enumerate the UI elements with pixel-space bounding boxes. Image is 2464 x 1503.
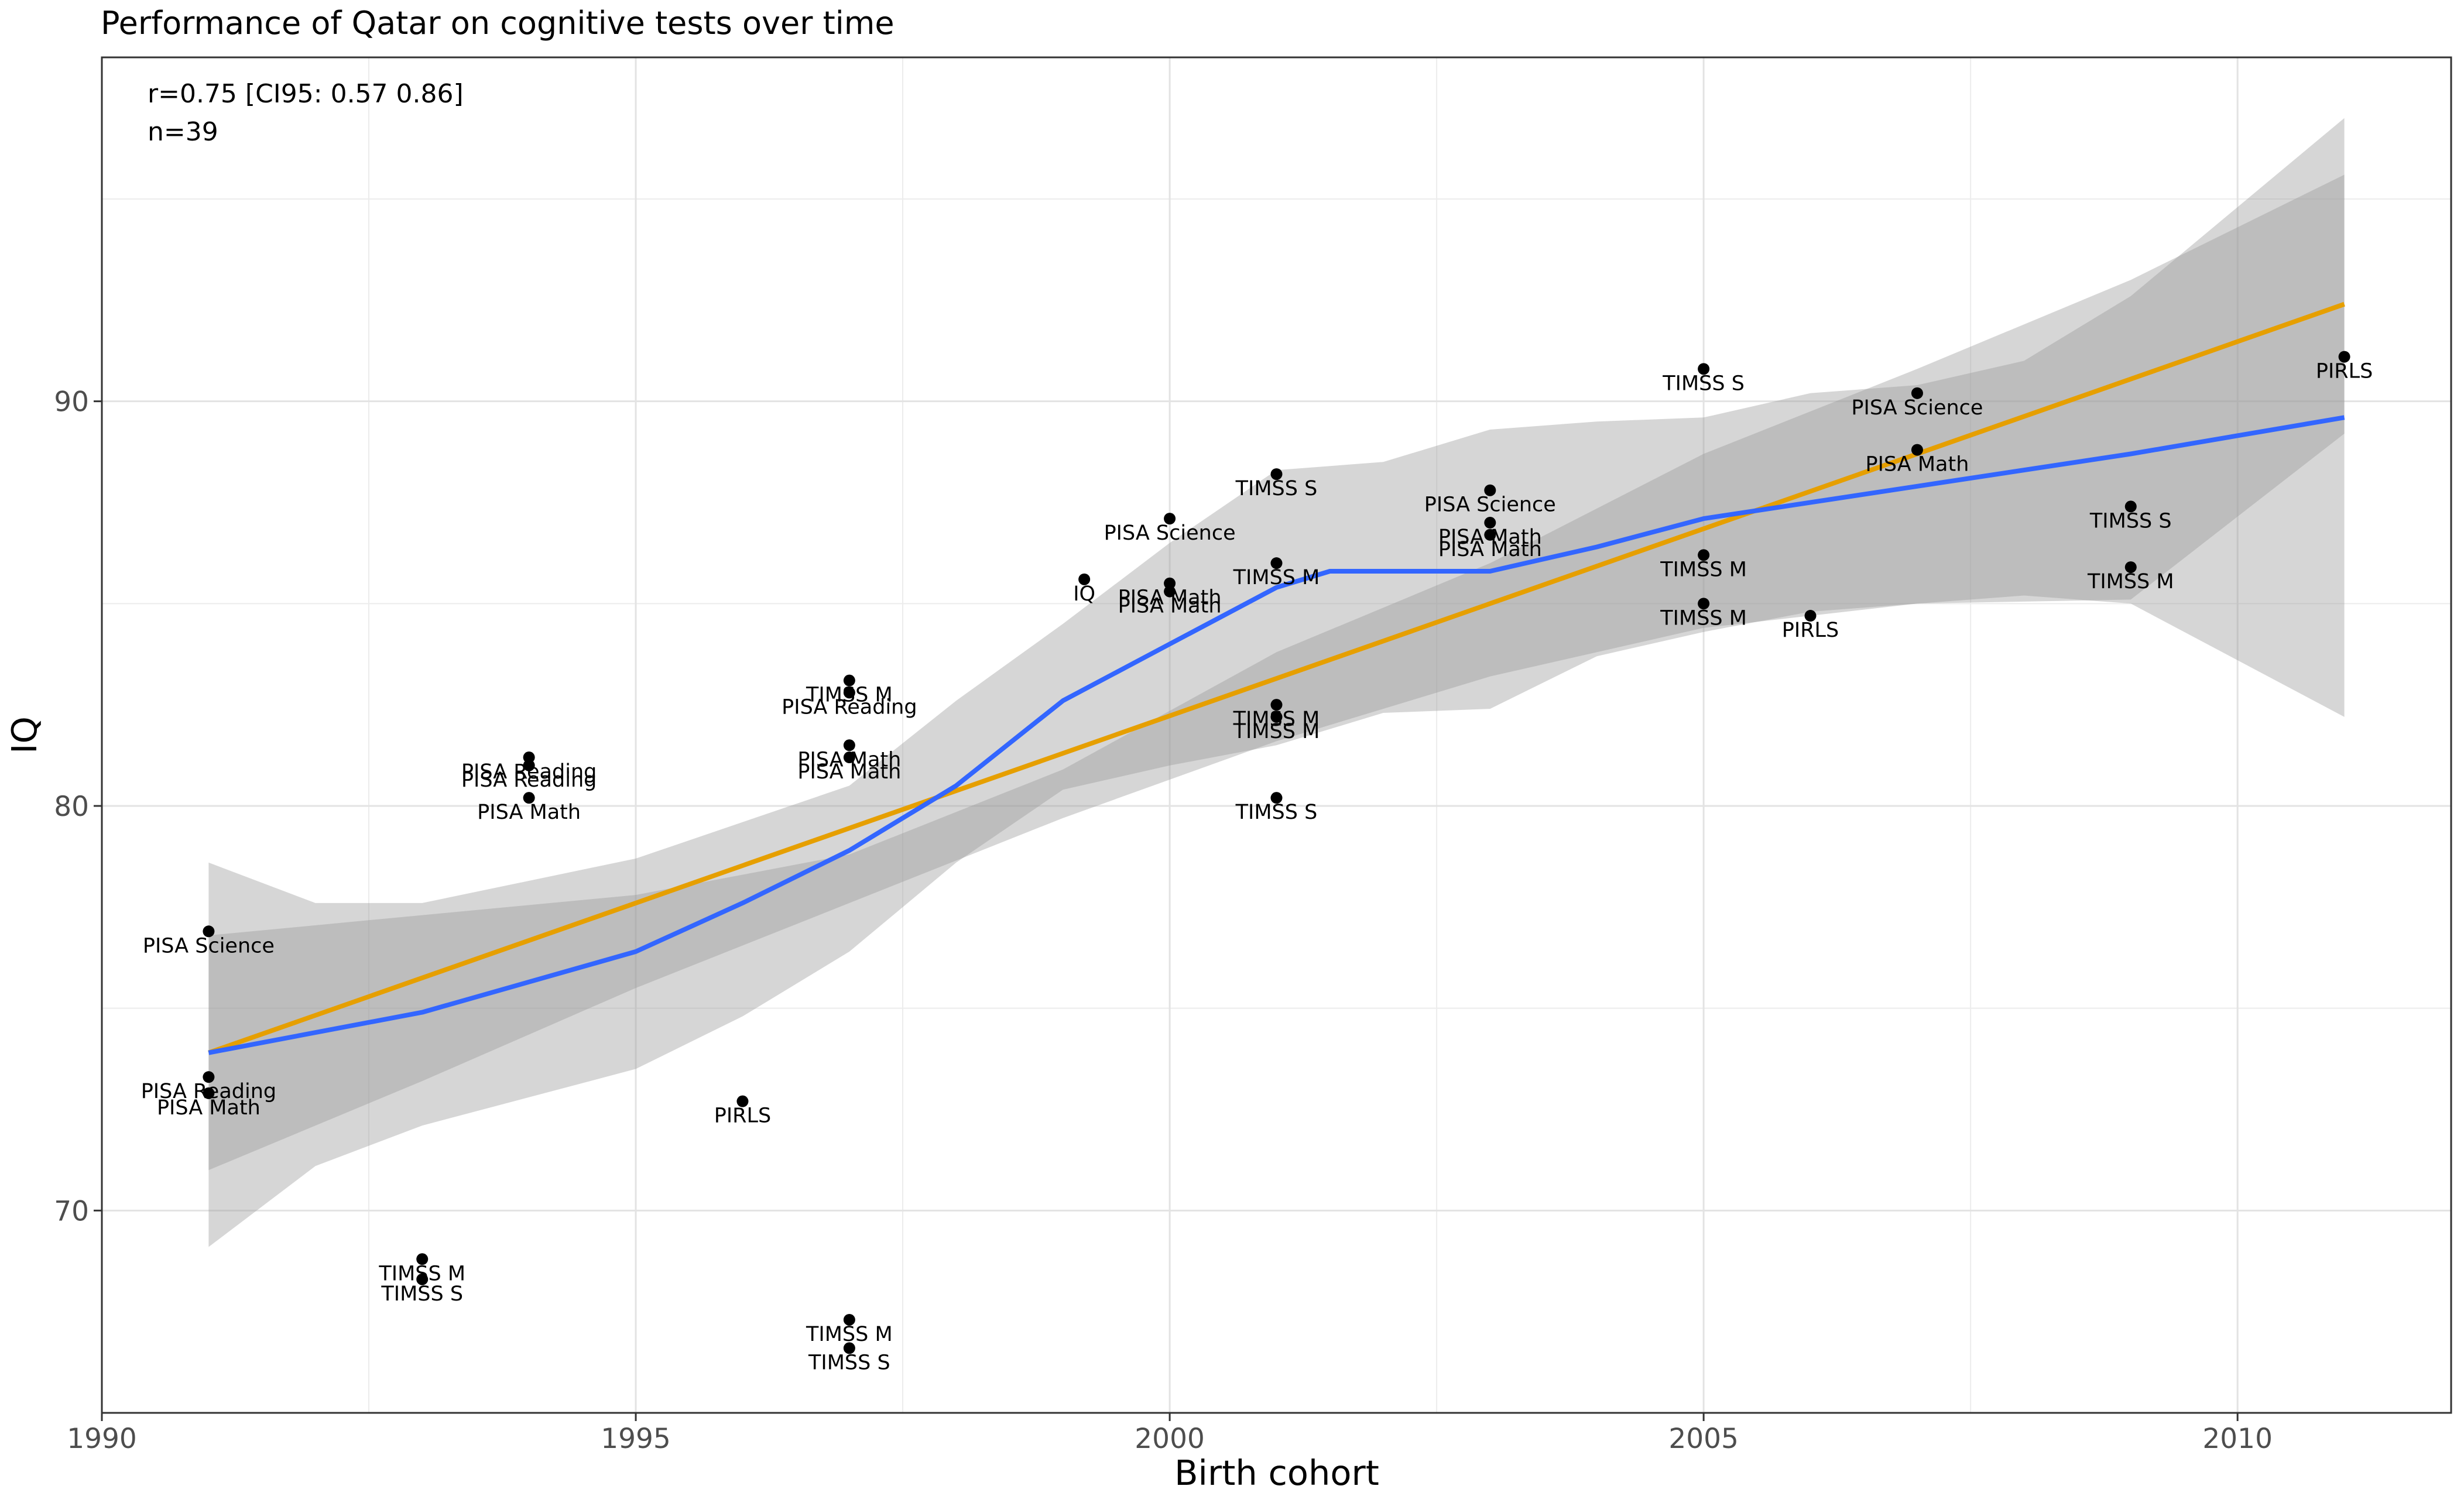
plot-panel: [102, 57, 2451, 1413]
data-point: [1698, 598, 1710, 610]
data-point: [1911, 444, 1923, 456]
data-point: [203, 1071, 215, 1083]
point-label: TIMSS M: [378, 1262, 465, 1285]
data-point: [416, 1273, 429, 1285]
point-label: PISA Math: [1118, 586, 1222, 610]
data-point: [1484, 484, 1496, 496]
data-point: [843, 739, 855, 752]
point-label: PISA Math: [157, 1096, 261, 1120]
data-point: [1484, 517, 1496, 529]
linear-fit-line: [208, 301, 2345, 1055]
x-tick-label: 2005: [1668, 1423, 1739, 1455]
data-point: [2338, 351, 2350, 363]
point-label: TIMSS M: [806, 1323, 893, 1346]
point-label: TIMSS S: [381, 1282, 463, 1306]
data-point: [523, 759, 535, 771]
data-point: [843, 674, 855, 687]
y-tick-label: 70: [54, 1195, 89, 1227]
point-label: PIRLS: [1782, 619, 1839, 642]
loess-fit-line: [208, 415, 2345, 1055]
point-label: PISA Math: [1865, 453, 1969, 476]
chart-title: Performance of Qatar on cognitive tests …: [101, 5, 895, 42]
data-point: [1698, 549, 1710, 561]
point-label: PISA Reading: [782, 695, 917, 719]
data-point: [416, 1253, 429, 1265]
data-point: [523, 792, 535, 804]
point-label: PISA Math: [1438, 538, 1542, 561]
x-tick-label: 2000: [1135, 1423, 1205, 1455]
point-label: IQ: [1073, 582, 1095, 606]
x-tick-label: 1995: [601, 1423, 671, 1455]
point-label: PISA Science: [1851, 396, 1983, 420]
data-point: [843, 752, 855, 764]
data-point: [203, 925, 215, 938]
correlation-annotation: r=0.75 [CI95: 0.57 0.86]: [148, 79, 464, 109]
data-point: [843, 1342, 855, 1354]
data-point: [1164, 585, 1176, 598]
y-axis-title: IQ: [4, 716, 44, 754]
point-label: TIMSS M: [1233, 720, 1320, 743]
point-label: TIMSS M: [1233, 566, 1320, 589]
data-point: [2124, 500, 2137, 513]
point-label: PISA Science: [1424, 493, 1556, 517]
data-point: [736, 1095, 749, 1107]
point-label: PISA Science: [1104, 521, 1236, 545]
point-label: PIRLS: [2316, 360, 2373, 383]
point-label: PISA Reading: [461, 760, 597, 784]
y-tick-label: 80: [54, 791, 89, 823]
confidence-bands: [208, 118, 2345, 1247]
point-label: PISA Math: [797, 760, 901, 784]
point-label: PISA Math: [1118, 595, 1222, 618]
point-label: TIMSS S: [1235, 801, 1318, 824]
fit-lines: [208, 301, 2345, 1055]
point-label: TIMSS S: [2089, 509, 2172, 533]
x-tick-label: 2010: [2202, 1423, 2273, 1455]
data-points: [203, 351, 2350, 1354]
data-point: [1270, 792, 1283, 804]
point-label: TIMSS S: [1662, 372, 1745, 395]
point-label: PISA Reading: [461, 768, 597, 792]
point-label: PIRLS: [714, 1104, 771, 1128]
x-axis-title: Birth cohort: [1174, 1453, 1379, 1493]
data-point: [1270, 468, 1283, 481]
data-point: [1270, 557, 1283, 569]
point-label: TIMSS S: [808, 1351, 890, 1374]
point-label: TIMSS M: [1660, 558, 1747, 581]
point-label: TIMSS S: [1235, 477, 1318, 500]
data-point: [1078, 573, 1091, 585]
data-point: [843, 1313, 855, 1326]
data-point: [843, 687, 855, 699]
point-label: TIMSS M: [2087, 570, 2174, 593]
data-point: [523, 752, 535, 764]
data-point: [203, 1087, 215, 1099]
data-point: [1911, 387, 1923, 399]
data-point: [1804, 610, 1817, 622]
loess-confidence-band: [208, 118, 2345, 1247]
data-point: [1164, 513, 1176, 525]
data-point: [2124, 561, 2137, 574]
sample-size-annotation: n=39: [148, 117, 218, 147]
point-label: PISA Math: [1438, 526, 1542, 549]
point-label: TIMSS M: [806, 684, 893, 707]
point-label: PISA Math: [797, 748, 901, 771]
y-tick-label: 90: [54, 386, 89, 418]
point-label: PISA Reading: [141, 1080, 276, 1103]
data-point: [1484, 529, 1496, 541]
point-label: TIMSS M: [1233, 708, 1320, 731]
data-point: [1698, 363, 1710, 375]
data-point: [1270, 699, 1283, 711]
data-point: [1164, 577, 1176, 589]
axis-ticks: 1990 1995 2000 2005 2010 70 80 90: [54, 386, 2273, 1455]
point-label: PISA Science: [143, 934, 275, 958]
linear-confidence-band: [208, 174, 2345, 1171]
x-tick-label: 1990: [67, 1423, 137, 1455]
plot-border: [101, 56, 2452, 1414]
point-label: TIMSS M: [1660, 606, 1747, 630]
point-label: PISA Math: [477, 801, 581, 824]
data-point: [1270, 711, 1283, 723]
